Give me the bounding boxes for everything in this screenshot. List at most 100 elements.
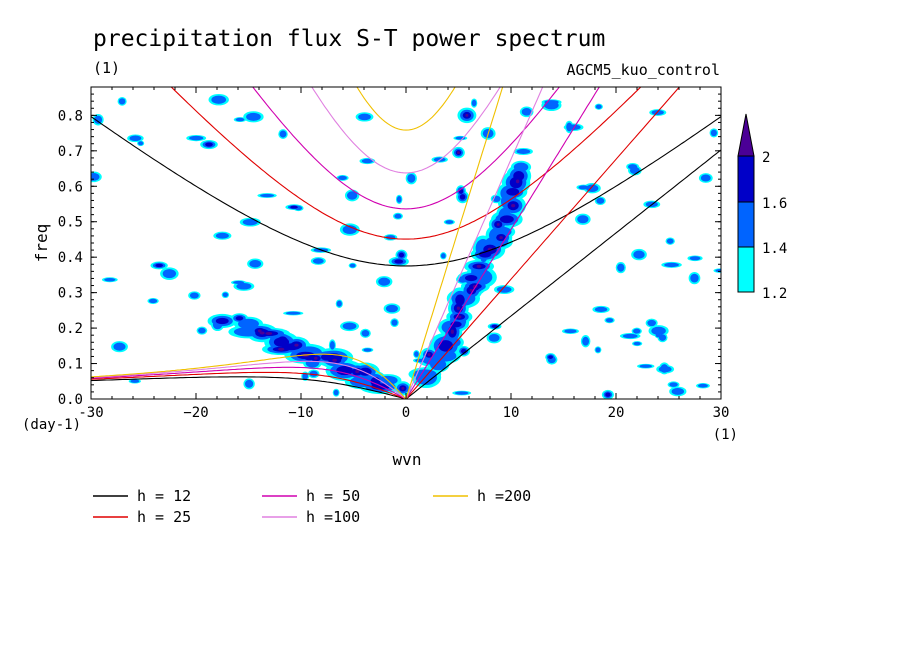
power-contour-1-4: [513, 162, 529, 172]
power-contour-2: [257, 329, 262, 333]
power-contour-2: [450, 329, 454, 334]
power-contour-1-4: [440, 253, 446, 259]
x-unit: (1): [713, 427, 738, 443]
power-contour-1-4: [415, 358, 426, 363]
power-contour-1-6: [398, 252, 405, 258]
power-contour-1-4: [658, 366, 672, 373]
y-tick-label: 0.4: [58, 250, 83, 266]
chart-title: precipitation flux S-T power spectrum: [93, 26, 605, 52]
colorbar-label-1-6: 1.6: [762, 196, 787, 212]
power-contour-1-4: [312, 258, 324, 264]
power-contour-1-4: [700, 174, 711, 182]
legend-label-h200: h =200: [477, 487, 531, 505]
power-contour-1-4: [211, 95, 227, 104]
power-contour-1-6: [277, 336, 288, 345]
power-contour-1-4: [658, 334, 667, 341]
power-contour-1-4: [346, 191, 358, 200]
power-contour-1-4: [113, 342, 126, 351]
power-contour-1-6: [464, 275, 478, 282]
power-contour-1-4: [666, 238, 674, 244]
y-unit: (day-1): [22, 417, 81, 433]
colorbar-label-2: 2: [762, 150, 770, 166]
power-contour-1-4: [594, 306, 608, 312]
legend-item-h25: h = 25: [93, 508, 191, 526]
power-contour-1-4: [521, 108, 532, 116]
power-contour-2: [476, 264, 482, 268]
inertia-gravity-curve-h100: [311, 87, 501, 174]
x-axis-label: wvn: [393, 450, 422, 469]
power-contour-2: [265, 331, 273, 335]
power-contour-1-4: [651, 326, 666, 336]
kelvin-curve-h12: [405, 149, 721, 399]
power-contour-1-4: [338, 175, 347, 181]
power-contour-1-4: [333, 389, 339, 396]
power-contour-1-4: [329, 341, 335, 350]
power-contour-1-4: [358, 113, 371, 121]
colorbar-segment-1-6-2: [737, 155, 755, 203]
power-contour-2: [496, 222, 500, 226]
power-contour-1-4: [445, 220, 454, 224]
power-contour-1-4: [633, 341, 641, 346]
power-contour-1-4: [361, 158, 373, 164]
colorbar-segment-1-4-1-6: [737, 201, 755, 248]
power-contour-2: [456, 306, 461, 310]
kelvin-curve-h100: [405, 87, 544, 399]
power-contour-1-6: [438, 340, 454, 352]
power-contour-1-4: [222, 292, 229, 298]
colorbar-label-1-4: 1.4: [762, 241, 787, 257]
power-contour-1-6: [513, 171, 525, 181]
kelvin-curve-h50: [405, 87, 600, 399]
rossby-curve-h200: [91, 353, 407, 399]
power-contour-1-4: [628, 164, 638, 170]
power-contour-1-4: [394, 213, 402, 219]
power-contour-1-4: [129, 135, 142, 142]
y-tick-label: 0.2: [58, 321, 83, 337]
power-contour-1-4: [414, 351, 419, 357]
power-contour-1-4: [578, 185, 589, 190]
power-contour-1-4: [577, 215, 589, 224]
power-contour-1-4: [198, 327, 206, 334]
power-contour-1-4: [363, 348, 372, 352]
power-contour-1-4: [148, 298, 158, 304]
power-contour-1-4: [361, 330, 370, 337]
power-contour-1-4: [279, 130, 287, 138]
inertia-gravity-curve-h12: [91, 116, 721, 267]
kelvin-curve-h200: [405, 87, 504, 399]
legend-label-h50: h = 50: [306, 487, 360, 505]
power-contour-1-4: [564, 329, 577, 334]
dispersion-curves: [91, 87, 721, 399]
power-contour-1-6: [605, 392, 611, 397]
power-contour-2: [457, 315, 462, 319]
power-contour-1-4: [242, 218, 258, 226]
legend-item-h50: h = 50: [262, 487, 360, 505]
colorbar-segment-1-2-1-4: [737, 246, 755, 293]
power-contour-1-4: [246, 112, 261, 121]
power-contour-1-4: [596, 197, 605, 204]
power-contour-1-6: [499, 215, 514, 224]
rossby-curve-h50: [91, 366, 407, 399]
power-contour-1-6: [506, 188, 520, 196]
power-contour-1-4: [378, 277, 391, 286]
power-contour-2: [457, 151, 460, 155]
power-contour-1-4: [236, 282, 252, 290]
power-contour-1-6: [205, 142, 213, 147]
x-tick-label: −20: [183, 405, 208, 421]
power-contour-1-4: [582, 336, 590, 346]
power-contour-1-4: [647, 319, 656, 327]
power-contour-1-4: [138, 141, 144, 146]
inertia-gravity-curve-h25: [170, 87, 642, 240]
power-contour-1-4: [488, 334, 500, 342]
x-tick-label: 10: [503, 405, 520, 421]
x-tick-label: 30: [713, 405, 730, 421]
power-contour-1-4: [471, 99, 477, 107]
power-contour-1-4: [457, 276, 468, 283]
legend-item-h200: h =200: [433, 487, 531, 505]
power-contour-2: [355, 370, 360, 374]
rossby-curve-h25: [91, 371, 407, 399]
power-contour-1-4: [710, 129, 717, 137]
power-contour-1-4: [516, 148, 531, 155]
power-contour-1-6: [548, 355, 553, 359]
y-tick-label: 0.5: [58, 215, 83, 231]
power-contour-1-4: [104, 277, 116, 282]
power-contour-1-4: [671, 387, 685, 395]
